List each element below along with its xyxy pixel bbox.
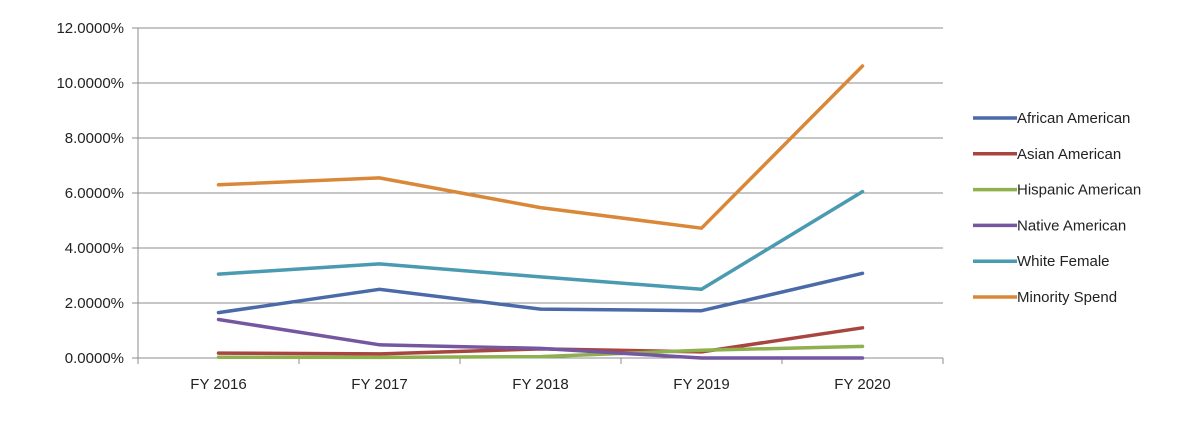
y-tick-label: 8.0000%	[65, 130, 124, 147]
legend-label: Hispanic American	[1017, 182, 1141, 199]
legend-label: Native American	[1017, 217, 1126, 234]
axes: 0.0000% 2.0000% 4.0000% 6.0000% 8.0000% 10.00…	[56, 20, 944, 393]
series-line-hispanic-american	[216, 344, 865, 360]
legend-label: African American	[1017, 110, 1130, 127]
series-line-native-american	[216, 317, 865, 360]
series-line-african-american	[216, 271, 865, 315]
y-tick-label: 0.0000%	[65, 350, 124, 367]
y-tick-label: 6.0000%	[65, 185, 124, 202]
legend-label: Asian American	[1017, 146, 1121, 163]
y-tick-label: 4.0000%	[65, 240, 124, 257]
series-line-white-female	[216, 189, 865, 292]
y-tick-label: 10.0000%	[56, 75, 124, 92]
y-tick-label: 2.0000%	[65, 295, 124, 312]
y-tick-label: 12.0000%	[56, 20, 124, 37]
x-tick-label: FY 2020	[834, 376, 890, 393]
gridlines	[138, 27, 943, 304]
x-tick-label: FY 2018	[512, 376, 568, 393]
legend: African American Asian American Hispanic A…	[973, 110, 1141, 306]
legend-label: White Female	[1017, 253, 1110, 270]
legend-label: Minority Spend	[1017, 289, 1117, 306]
series-lines	[216, 64, 865, 360]
x-tick-label: FY 2017	[351, 376, 407, 393]
series-line-minority-spend	[216, 64, 865, 230]
x-tick-label: FY 2016	[190, 376, 246, 393]
x-tick-label: FY 2019	[673, 376, 729, 393]
